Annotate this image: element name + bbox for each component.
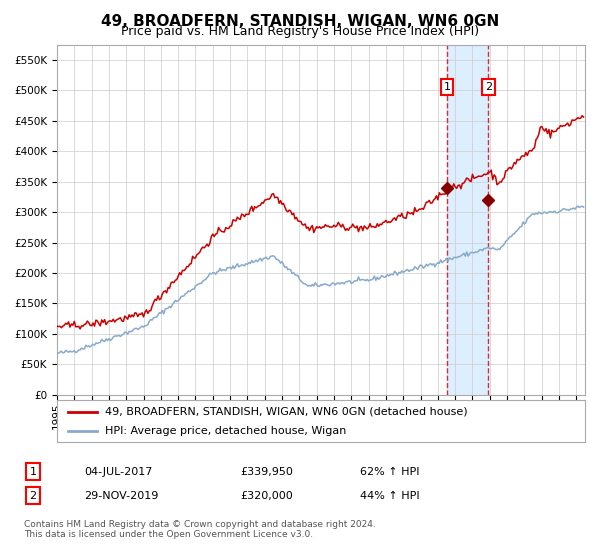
Text: 44% ↑ HPI: 44% ↑ HPI — [360, 491, 419, 501]
Text: 1: 1 — [29, 466, 37, 477]
Text: Price paid vs. HM Land Registry's House Price Index (HPI): Price paid vs. HM Land Registry's House … — [121, 25, 479, 38]
Text: £339,950: £339,950 — [240, 466, 293, 477]
Text: 2: 2 — [485, 82, 492, 92]
Bar — [447, 45, 488, 395]
Text: £320,000: £320,000 — [240, 491, 293, 501]
Text: 2: 2 — [29, 491, 37, 501]
Text: 1: 1 — [444, 82, 451, 92]
Text: 49, BROADFERN, STANDISH, WIGAN, WN6 0GN (detached house): 49, BROADFERN, STANDISH, WIGAN, WN6 0GN … — [104, 407, 467, 417]
Text: HPI: Average price, detached house, Wigan: HPI: Average price, detached house, Wiga… — [104, 426, 346, 436]
Text: Contains HM Land Registry data © Crown copyright and database right 2024.
This d: Contains HM Land Registry data © Crown c… — [24, 520, 376, 539]
Text: 49, BROADFERN, STANDISH, WIGAN, WN6 0GN: 49, BROADFERN, STANDISH, WIGAN, WN6 0GN — [101, 14, 499, 29]
Text: 04-JUL-2017: 04-JUL-2017 — [84, 466, 152, 477]
Text: 29-NOV-2019: 29-NOV-2019 — [84, 491, 158, 501]
Text: 62% ↑ HPI: 62% ↑ HPI — [360, 466, 419, 477]
